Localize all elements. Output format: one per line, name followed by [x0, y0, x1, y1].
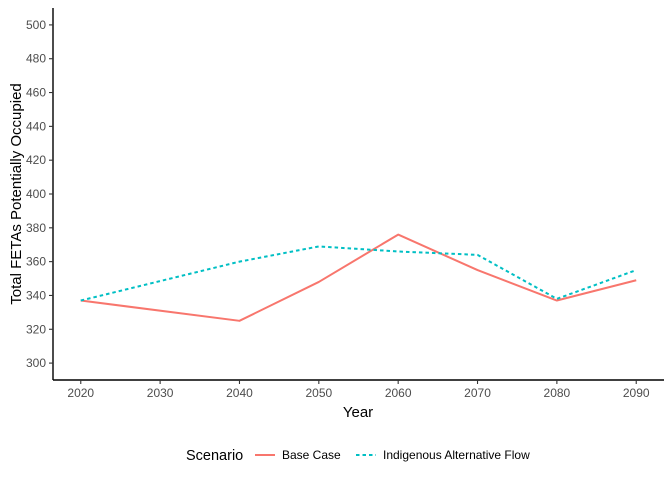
legend-items: Base Case Indigenous Alternative Flow	[255, 448, 530, 462]
plot-lines	[80, 233, 637, 322]
y-tick-label: 440	[26, 119, 46, 133]
y-tick-label: 340	[26, 288, 46, 302]
x-tick-label: 2080	[544, 386, 571, 400]
x-tick-label: 2050	[305, 386, 332, 400]
x-axis-ticks: 2020 2030 2040 2050 2060 2070 2080 2090	[67, 380, 650, 400]
legend-label: Indigenous Alternative Flow	[383, 448, 530, 462]
y-axis-ticks: 300 320 340 360 380 400 420 440 460 480 500	[26, 18, 53, 370]
legend-label: Base Case	[282, 448, 341, 462]
x-tick-label: 2090	[623, 386, 650, 400]
legend: Scenario Base Case Indigenous Alternative…	[186, 448, 530, 464]
y-tick-label: 480	[26, 52, 46, 66]
y-tick-label: 300	[26, 356, 46, 370]
x-tick-label: 2060	[385, 386, 412, 400]
y-tick-label: 380	[26, 221, 46, 235]
y-tick-label: 360	[26, 255, 46, 269]
series-line-base-case	[80, 233, 637, 322]
series-line-indigenous-alternative-flow	[80, 245, 637, 302]
x-tick-label: 2070	[464, 386, 491, 400]
y-tick-label: 460	[26, 86, 46, 100]
legend-title: Scenario	[186, 448, 243, 464]
x-tick-label: 2030	[147, 386, 174, 400]
y-tick-label: 500	[26, 18, 46, 32]
x-axis-title: Year	[343, 404, 373, 421]
x-tick-label: 2020	[67, 386, 94, 400]
y-tick-label: 420	[26, 153, 46, 167]
x-tick-label: 2040	[226, 386, 253, 400]
y-tick-label: 320	[26, 322, 46, 336]
y-tick-label: 400	[26, 187, 46, 201]
y-axis-title: Total FETAs Potentially Occupied	[8, 83, 25, 304]
